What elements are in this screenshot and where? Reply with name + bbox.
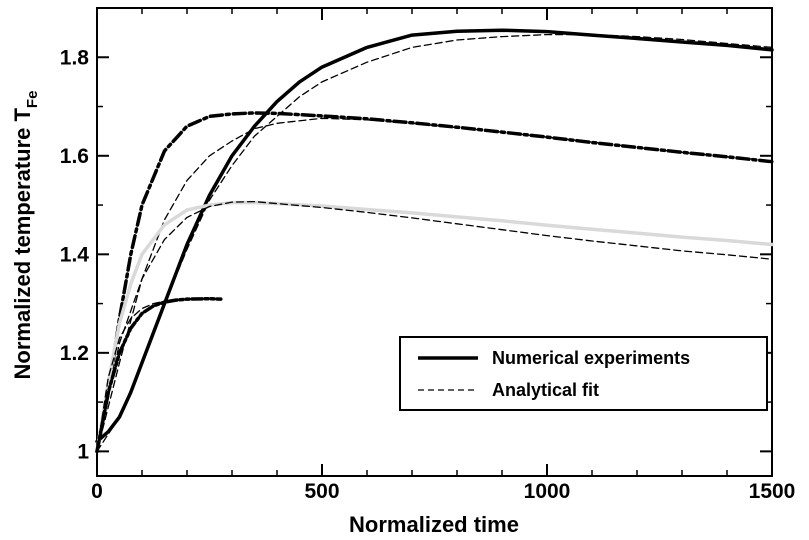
legend-box <box>399 336 768 411</box>
y-tick-label: 1.2 <box>60 342 89 365</box>
series-line-7 <box>95 296 223 454</box>
y-axis-title: Normalized temperature TFe <box>10 91 41 380</box>
y-axis-title-main: Normalized temperature T <box>10 107 35 379</box>
series-line-6 <box>96 200 773 453</box>
y-tick-label: 1.4 <box>60 243 90 266</box>
series-line-5 <box>95 200 774 454</box>
legend-label: Analytical fit <box>492 380 599 400</box>
y-tick-label: 1.6 <box>60 145 89 168</box>
x-tick-label: 1000 <box>524 480 571 503</box>
series-line-8 <box>96 298 222 453</box>
y-axis-title-subscript: Fe <box>24 91 41 109</box>
x-axis: 0 500 1000 1500 <box>91 8 795 503</box>
x-tick-label: 0 <box>91 480 103 503</box>
x-axis-title: Normalized time <box>349 512 519 537</box>
y-tick-label: 1 <box>77 440 89 463</box>
x-tick-label: 1500 <box>749 480 796 503</box>
series-layer <box>95 28 774 454</box>
legend-label: Numerical experiments <box>492 348 690 368</box>
series-line-4 <box>96 117 773 453</box>
series-line-2 <box>96 33 773 453</box>
y-tick-label: 1.8 <box>60 46 90 69</box>
legend: Numerical experiments Analytical fit <box>399 336 768 411</box>
series-line-3 <box>95 111 774 454</box>
x-tick-label: 500 <box>304 480 339 503</box>
